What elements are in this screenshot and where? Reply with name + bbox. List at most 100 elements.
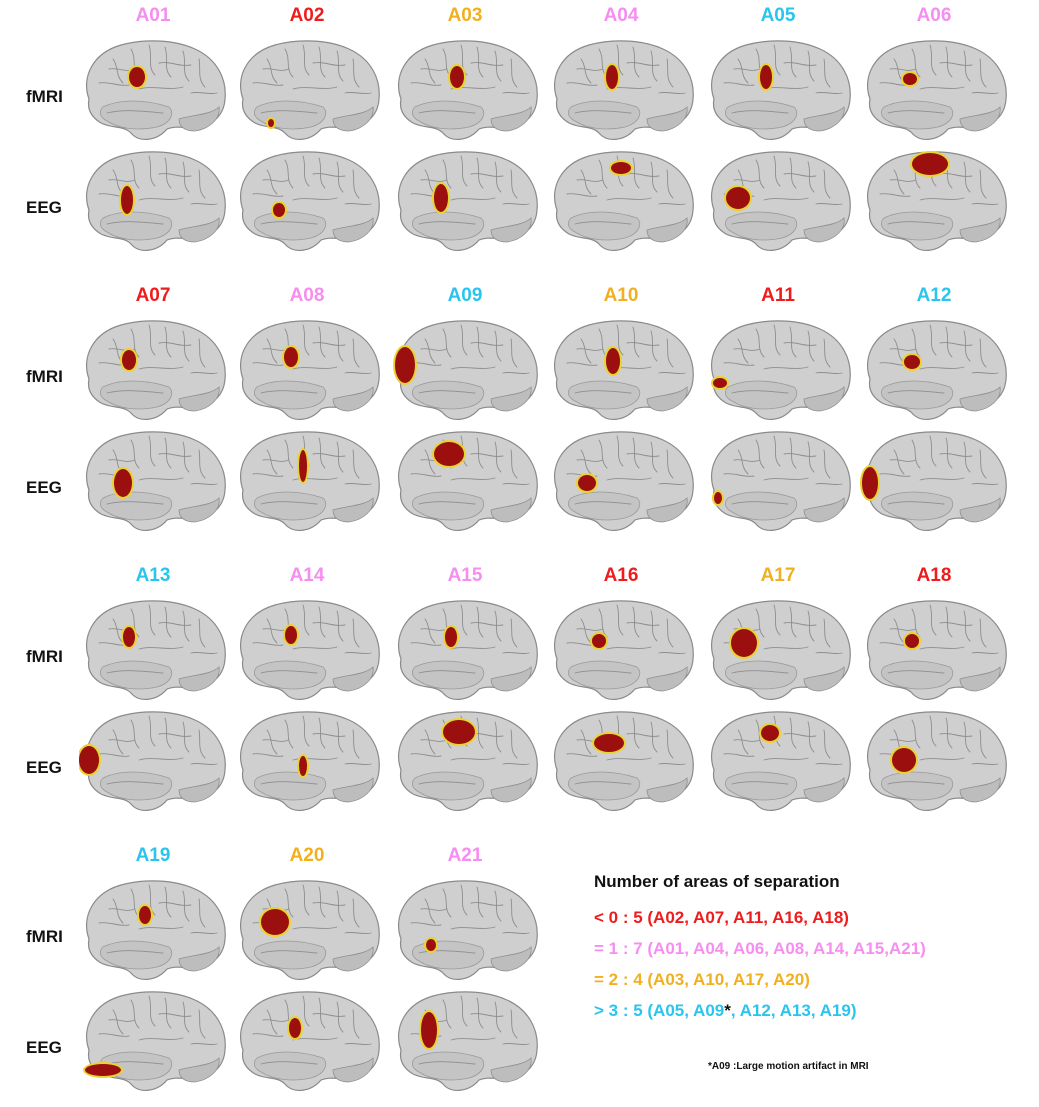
subject-a01: A01: [79, 5, 227, 265]
subject-a16: A16: [547, 565, 695, 825]
legend-item-gt3: > 3 : 5 (A05, A09*, A12, A13, A19): [594, 1000, 1024, 1022]
fmri-brain-view: [553, 600, 694, 700]
subject-a04: A04: [547, 5, 695, 265]
row-label-fmri: fMRI: [26, 647, 63, 666]
subject-label: A06: [916, 5, 952, 26]
eeg-brain-view: [239, 991, 380, 1091]
subject-a07: A07: [79, 285, 227, 545]
fmri-brain-view: [866, 600, 1007, 700]
subject-a17: A17: [704, 565, 852, 825]
legend-asterisk: *: [724, 1001, 731, 1020]
eeg-brain-view: [553, 431, 694, 531]
eeg-brain-view: [85, 431, 226, 531]
eeg-brain-view: [239, 431, 380, 531]
legend-item-gt3-part1: > 3 : 5 (A05, A09: [594, 1001, 725, 1020]
subject-label: A11: [761, 285, 795, 306]
subject-a15: A15: [391, 565, 539, 825]
row-label-eeg: EEG: [26, 198, 62, 217]
subject-label: A21: [447, 845, 483, 866]
row-label-eeg: EEG: [26, 1038, 62, 1057]
subject-a11: A11: [704, 285, 852, 545]
subject-a10: A10: [547, 285, 695, 545]
eeg-brain-view: [860, 431, 1007, 531]
eeg-brain-view: [85, 151, 226, 251]
fmri-brain-view: [85, 40, 226, 140]
legend-item-gt3-part2: , A12, A13, A19): [730, 1001, 857, 1020]
fmri-brain-view: [239, 880, 380, 980]
subject-label: A08: [289, 285, 325, 306]
fmri-brain-view: [239, 40, 380, 140]
fmri-brain-view: [393, 320, 538, 420]
subject-label: A16: [603, 565, 639, 586]
eeg-brain-view: [710, 711, 851, 811]
subject-label: A09: [447, 285, 483, 306]
row-label-fmri: fMRI: [26, 367, 63, 386]
subject-label: A15: [447, 565, 483, 586]
subject-label: A20: [289, 845, 325, 866]
subject-label: A01: [135, 5, 171, 26]
eeg-brain-view: [710, 151, 851, 251]
fmri-brain-view: [710, 600, 851, 700]
fmri-brain-view: [85, 600, 226, 700]
fmri-brain-view: [553, 40, 694, 140]
subject-label: A07: [135, 285, 171, 306]
eeg-brain-view: [553, 151, 694, 251]
subject-label: A04: [603, 5, 639, 26]
fmri-brain-view: [710, 40, 851, 140]
subject-label: A05: [760, 5, 796, 26]
subject-label: A18: [916, 565, 952, 586]
legend-item-eq1: = 1 : 7 (A01, A04, A06, A08, A14, A15,A2…: [594, 939, 926, 958]
eeg-brain-view: [866, 711, 1007, 811]
eeg-brain-view: [83, 991, 226, 1091]
subject-a14: A14: [233, 565, 381, 825]
subject-a09: A09: [391, 285, 539, 545]
subject-a08: A08: [233, 285, 381, 545]
row-label-fmri: fMRI: [26, 927, 63, 946]
subject-label: A12: [916, 285, 952, 306]
fmri-brain-view: [553, 320, 694, 420]
fmri-brain-view: [239, 320, 380, 420]
subject-label: A02: [289, 5, 325, 26]
eeg-brain-view: [397, 431, 538, 531]
subject-a02: A02: [233, 5, 381, 265]
row-label-fmri: fMRI: [26, 87, 63, 106]
subject-a12: A12: [860, 285, 1008, 545]
legend-note: *A09 :Large motion artifact in MRI: [708, 1061, 869, 1072]
subject-a03: A03: [391, 5, 539, 265]
eeg-brain-view: [553, 711, 694, 811]
subject-a06: A06: [860, 5, 1008, 265]
subject-label: A13: [135, 565, 171, 586]
eeg-brain-view: [239, 711, 380, 811]
legend-item-lt0: < 0 : 5 (A02, A07, A11, A16, A18): [594, 908, 849, 927]
subject-label: A03: [447, 5, 483, 26]
eeg-brain-view: [397, 151, 538, 251]
row-label-eeg: EEG: [26, 478, 62, 497]
fmri-brain-view: [397, 40, 538, 140]
eeg-brain-view: [79, 711, 226, 811]
eeg-brain-view: [710, 431, 851, 531]
eeg-brain-view: [397, 991, 538, 1091]
fmri-brain-view: [85, 880, 226, 980]
legend-item-eq2: = 2 : 4 (A03, A10, A17, A20): [594, 970, 810, 989]
fmri-brain-view: [397, 880, 538, 980]
eeg-brain-view: [397, 711, 538, 811]
fmri-brain-view: [710, 320, 851, 420]
subject-a18: A18: [860, 565, 1008, 825]
subject-a20: A20: [233, 845, 381, 1105]
subject-a21: A21: [391, 845, 539, 1105]
subject-label: A19: [135, 845, 171, 866]
fmri-brain-view: [866, 320, 1007, 420]
fmri-brain-view: [397, 600, 538, 700]
subject-a13: A13: [79, 565, 227, 825]
row-label-eeg: EEG: [26, 758, 62, 777]
subject-a05: A05: [704, 5, 852, 265]
subject-a19: A19: [79, 845, 227, 1105]
fmri-brain-view: [85, 320, 226, 420]
legend-title: Number of areas of separation: [594, 872, 840, 891]
fmri-brain-view: [866, 40, 1007, 140]
eeg-brain-view: [866, 151, 1007, 251]
fmri-brain-view: [239, 600, 380, 700]
subject-label: A10: [603, 285, 639, 306]
subject-label: A14: [289, 565, 325, 586]
